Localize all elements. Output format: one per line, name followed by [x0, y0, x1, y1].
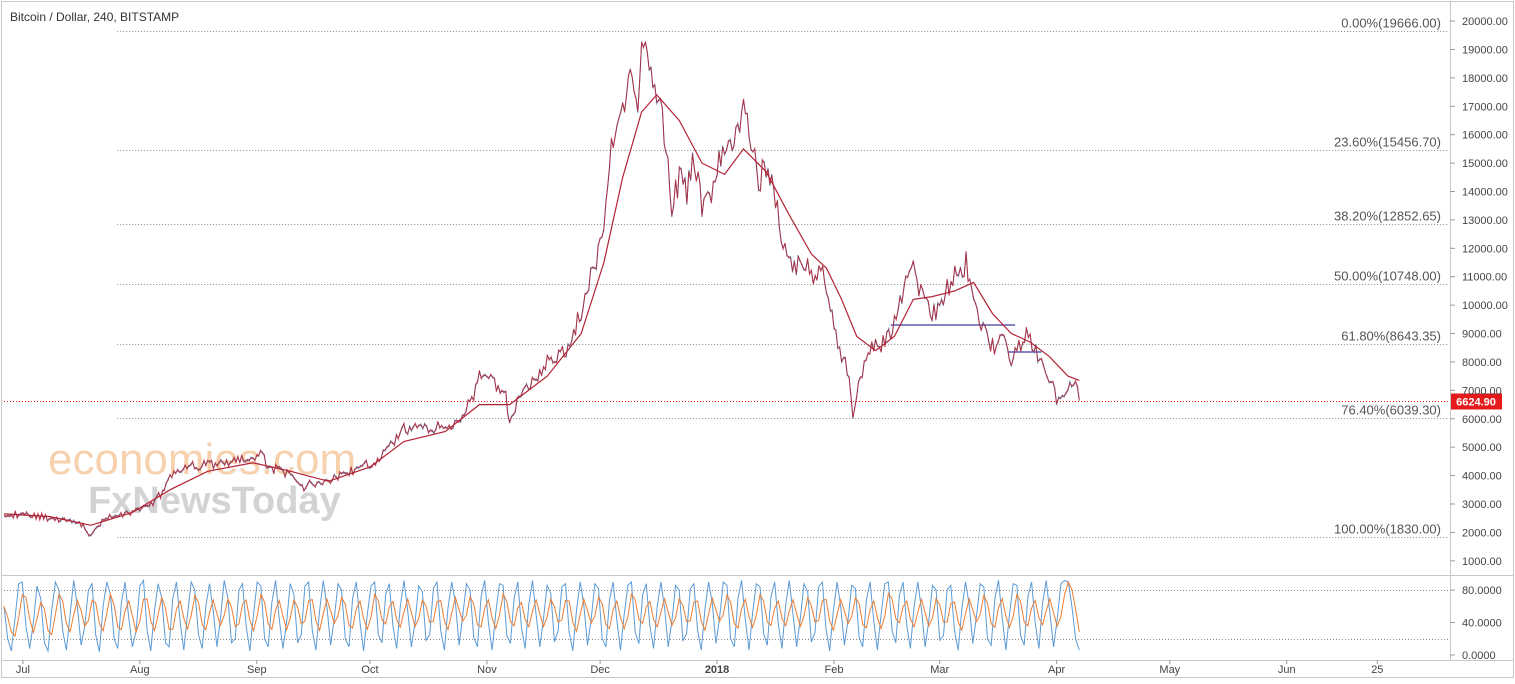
fib-level-label: 0.00%(19666.00): [1341, 16, 1441, 31]
price-tick-label: 7000.00: [1462, 385, 1502, 397]
fib-level-label: 38.20%(12852.65): [1334, 209, 1441, 224]
oscillator-tick-label: 0.0000: [1462, 650, 1496, 662]
price-tick-label: 11000.00: [1462, 272, 1507, 284]
price-tick-label: 13000.00: [1462, 215, 1508, 227]
price-tick-label: 5000.00: [1462, 442, 1502, 454]
price-tick-label: 10000.00: [1462, 300, 1508, 312]
support-lines-layer: [890, 324, 1042, 353]
fib-level-label: 61.80%(8643.35): [1341, 329, 1441, 344]
watermark: economies.com FxNewsToday: [48, 435, 356, 522]
price-layer: 6624.90: [3, 41, 1502, 538]
oscillator-tick-label: 40.0000: [1462, 618, 1502, 630]
time-tick-label: Jun: [1278, 664, 1296, 676]
price-tick-label: 12000.00: [1462, 243, 1508, 255]
price-tick-label: 2000.00: [1462, 527, 1502, 539]
time-tick-label: Aug: [130, 664, 150, 676]
time-tick-label: Nov: [477, 664, 497, 676]
fib-level-label: 23.60%(15456.70): [1334, 135, 1441, 150]
price-tick-label: 9000.00: [1462, 329, 1502, 341]
fib-level-label: 100.00%(1830.00): [1334, 522, 1441, 537]
last-price-badge: [1451, 393, 1502, 410]
price-tick-label: 4000.00: [1462, 471, 1502, 483]
fibonacci-layer: 0.00%(19666.00) 23.60%(15456.70) 38.20%(12…: [117, 16, 1449, 538]
time-tick-label: Sep: [247, 664, 267, 676]
last-price-label: 6624.90: [1456, 397, 1496, 409]
price-tick-label: 18000.00: [1462, 73, 1508, 85]
price-tick-label: 17000.00: [1462, 101, 1508, 113]
price-axis[interactable]: 1000.00 2000.00 3000.00 4000.00 5000.00 6000.…: [1450, 16, 1508, 568]
watermark-economies: economies.com: [48, 435, 356, 484]
price-tick-label: 20000.00: [1462, 16, 1508, 28]
price-tick-label: 6000.00: [1462, 414, 1502, 426]
price-tick-label: 19000.00: [1462, 44, 1508, 56]
oscillator-pane: 0.0000 40.0000 80.0000: [3, 578, 1502, 662]
chart-title: Bitcoin / Dollar, 240, BITSTAMP: [10, 10, 179, 24]
fib-level-label: 50.00%(10748.00): [1334, 269, 1441, 284]
moving-average-line: [3, 93, 1080, 526]
price-tick-label: 14000.00: [1462, 186, 1508, 198]
time-tick-label: Jul: [16, 664, 30, 676]
time-tick-label: 25: [1371, 664, 1383, 676]
price-tick-label: 15000.00: [1462, 158, 1508, 170]
price-tick-label: 16000.00: [1462, 130, 1508, 142]
oscillator-tick-label: 80.0000: [1462, 585, 1502, 597]
time-tick-label: Dec: [590, 664, 610, 676]
price-tick-label: 3000.00: [1462, 499, 1502, 511]
time-tick-label: Apr: [1048, 664, 1065, 676]
stochastic-d-line: [3, 580, 1080, 638]
time-axis[interactable]: Jul Aug Sep Oct Nov Dec 2018 Feb Mar Apr May Jun 25: [16, 660, 1384, 676]
fib-level-label: 76.40%(6039.30): [1341, 403, 1441, 418]
price-tick-label: 8000.00: [1462, 357, 1502, 369]
time-tick-label: 2018: [705, 664, 729, 676]
price-series-line: [3, 41, 1080, 538]
time-tick-label: Oct: [361, 664, 378, 676]
stochastic-k-line: [3, 578, 1080, 653]
price-tick-label: 1000.00: [1462, 556, 1502, 568]
time-tick-label: Feb: [825, 664, 844, 676]
time-tick-label: May: [1159, 664, 1180, 676]
time-tick-label: Mar: [930, 664, 949, 676]
